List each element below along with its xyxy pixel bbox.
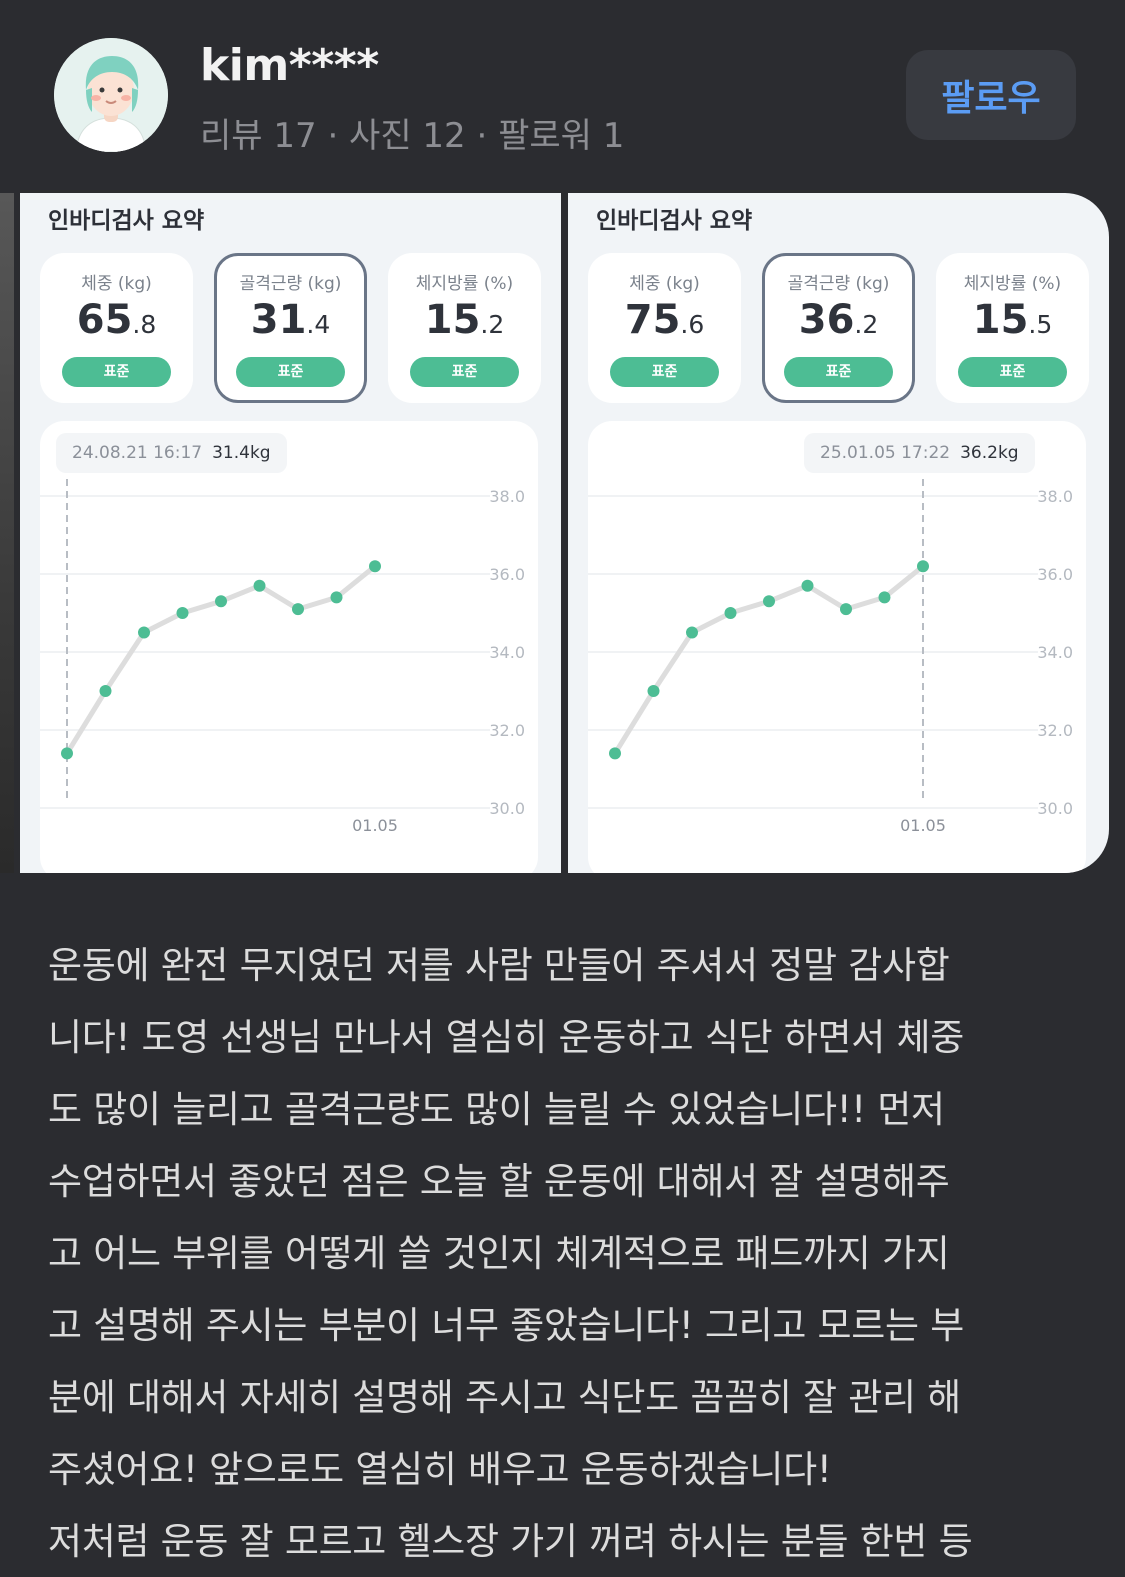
data-point[interactable] <box>917 560 929 573</box>
review-line: 분에 대해서 자세히 설명해 주시고 식단도 꼼꼼히 잘 관리 해 <box>48 1376 961 1419</box>
metric-value: 65.8 <box>76 297 157 343</box>
metric-skeletal-muscle: 골격근량 (kg) 31.4 표준 <box>214 253 367 403</box>
status-badge: 표준 <box>784 357 893 387</box>
data-point[interactable] <box>878 591 891 604</box>
status-badge: 표준 <box>236 357 345 387</box>
data-point[interactable] <box>840 603 852 616</box>
tooltip-date: 24.08.21 16:17 <box>72 443 203 463</box>
x-tick-label: 01.05 <box>352 816 398 835</box>
review-line: 주셨어요! 앞으로도 열심히 배우고 운동하겠습니다! <box>48 1448 832 1491</box>
metric-label: 체중 (kg) <box>81 274 152 294</box>
line-chart: 38.0 36.0 34.0 32.0 30.0 01.05 <box>40 479 525 835</box>
tooltip-date: 25.01.05 17:22 <box>820 443 951 463</box>
metric-label: 골격근량 (kg) <box>239 274 342 294</box>
review-text: 운동에 완전 무지였던 저를 사람 만들어 주셔서 정말 감사합 니다! 도영 … <box>48 930 1078 1577</box>
status-badge: 표준 <box>958 357 1067 387</box>
chart-panel: 38.0 36.0 34.0 32.0 30.0 01.05 24.08.21 16:17… <box>40 421 538 873</box>
data-point[interactable] <box>176 607 189 619</box>
series-line <box>64 563 378 756</box>
chart-tooltip: 24.08.21 16:17 31.4kg <box>56 433 287 473</box>
status-badge: 표준 <box>410 357 519 387</box>
metric-label: 체지방률 (%) <box>963 274 1062 294</box>
photo-card-1[interactable]: 인바디검사 요약 체중 (kg) 65.8 표준 골격근량 (kg) 31.4 … <box>20 193 561 873</box>
review-line: 고 설명해 주시는 부분이 너무 좋았습니다! 그리고 모르는 부 <box>48 1304 964 1347</box>
status-badge: 표준 <box>610 357 719 387</box>
y-tick-label: 32.0 <box>1037 721 1073 740</box>
tooltip-value: 36.2kg <box>960 443 1019 463</box>
y-tick-label: 32.0 <box>489 721 525 740</box>
card-title: 인바디검사 요약 <box>596 208 753 234</box>
data-point[interactable] <box>369 560 381 573</box>
username[interactable]: kim**** <box>200 40 379 91</box>
review-line: 고 어느 부위를 어떻게 쓸 것인지 체계적으로 패드까지 가지 <box>48 1232 950 1275</box>
review-photos[interactable]: 인바디검사 요약 체중 (kg) 65.8 표준 골격근량 (kg) 31.4 … <box>0 193 1125 873</box>
metric-body-fat: 체지방률 (%) 15.2 표준 <box>388 253 541 403</box>
y-tick-label: 38.0 <box>489 487 525 506</box>
y-tick-label: 36.0 <box>1037 565 1073 584</box>
x-tick-label: 01.05 <box>900 816 946 835</box>
line-chart: 38.0 36.0 34.0 32.0 30.0 01.05 <box>588 479 1073 835</box>
series-line <box>612 563 926 756</box>
chart-tooltip: 25.01.05 17:22 36.2kg <box>804 433 1035 473</box>
y-tick-label: 30.0 <box>489 799 525 818</box>
data-point[interactable] <box>138 626 150 639</box>
y-tick-label: 38.0 <box>1037 487 1073 506</box>
y-tick-label: 30.0 <box>1037 799 1073 818</box>
card-title: 인바디검사 요약 <box>48 208 205 234</box>
review-line: 니다! 도영 선생님 만나서 열심히 운동하고 식단 하면서 체중 <box>48 1016 964 1059</box>
status-badge: 표준 <box>62 357 171 387</box>
y-tick-label: 34.0 <box>1037 643 1073 662</box>
metric-value: 36.2 <box>798 297 879 343</box>
data-point[interactable] <box>253 579 266 592</box>
chart-panel: 38.0 36.0 34.0 32.0 30.0 01.05 25.01.05 17:22… <box>588 421 1086 873</box>
metric-skeletal-muscle: 골격근량 (kg) 36.2 표준 <box>762 253 915 403</box>
reviewer-stats: 리뷰 17 · 사진 12 · 팔로워 1 <box>200 116 625 156</box>
metric-value: 15.5 <box>972 297 1053 343</box>
data-point[interactable] <box>763 595 775 608</box>
previous-photo-edge[interactable] <box>0 193 14 873</box>
y-tick-label: 34.0 <box>489 643 525 662</box>
data-point[interactable] <box>801 579 814 592</box>
data-point[interactable] <box>61 747 73 760</box>
metric-body-fat: 체지방률 (%) 15.5 표준 <box>936 253 1089 403</box>
data-point[interactable] <box>647 685 660 697</box>
photo-card-2[interactable]: 인바디검사 요약 체중 (kg) 75.6 표준 골격근량 (kg) 36.2 … <box>568 193 1109 873</box>
metric-value: 15.2 <box>424 297 505 343</box>
avatar-illustration <box>54 38 168 152</box>
review-line: 도 많이 늘리고 골격근량도 많이 늘릴 수 있었습니다!! 먼저 <box>48 1088 945 1131</box>
y-tick-label: 36.0 <box>489 565 525 584</box>
review-line: 수업하면서 좋았던 점은 오늘 할 운동에 대해서 잘 설명해주 <box>48 1160 950 1203</box>
avatar[interactable] <box>54 38 168 152</box>
data-point[interactable] <box>686 626 698 639</box>
metric-value: 75.6 <box>624 297 705 343</box>
metric-value: 31.4 <box>250 297 331 343</box>
metric-weight: 체중 (kg) 65.8 표준 <box>40 253 193 403</box>
data-point[interactable] <box>99 685 112 697</box>
data-point[interactable] <box>330 591 343 604</box>
data-point[interactable] <box>724 607 737 619</box>
data-point[interactable] <box>609 747 621 760</box>
data-point[interactable] <box>292 603 304 616</box>
follow-button[interactable]: 팔로우 <box>906 50 1076 140</box>
metric-label: 체중 (kg) <box>629 274 700 294</box>
metric-label: 골격근량 (kg) <box>787 274 890 294</box>
review-line: 저처럼 운동 잘 모르고 헬스장 가기 꺼려 하시는 분들 한번 등 <box>48 1520 973 1563</box>
tooltip-value: 31.4kg <box>212 443 271 463</box>
metric-label: 체지방률 (%) <box>415 274 514 294</box>
review-line: 운동에 완전 무지였던 저를 사람 만들어 주셔서 정말 감사합 <box>48 944 950 987</box>
data-point[interactable] <box>215 595 227 608</box>
reviewer-header: kim**** 리뷰 17 · 사진 12 · 팔로워 1 팔로우 <box>0 0 1125 190</box>
metric-weight: 체중 (kg) 75.6 표준 <box>588 253 741 403</box>
